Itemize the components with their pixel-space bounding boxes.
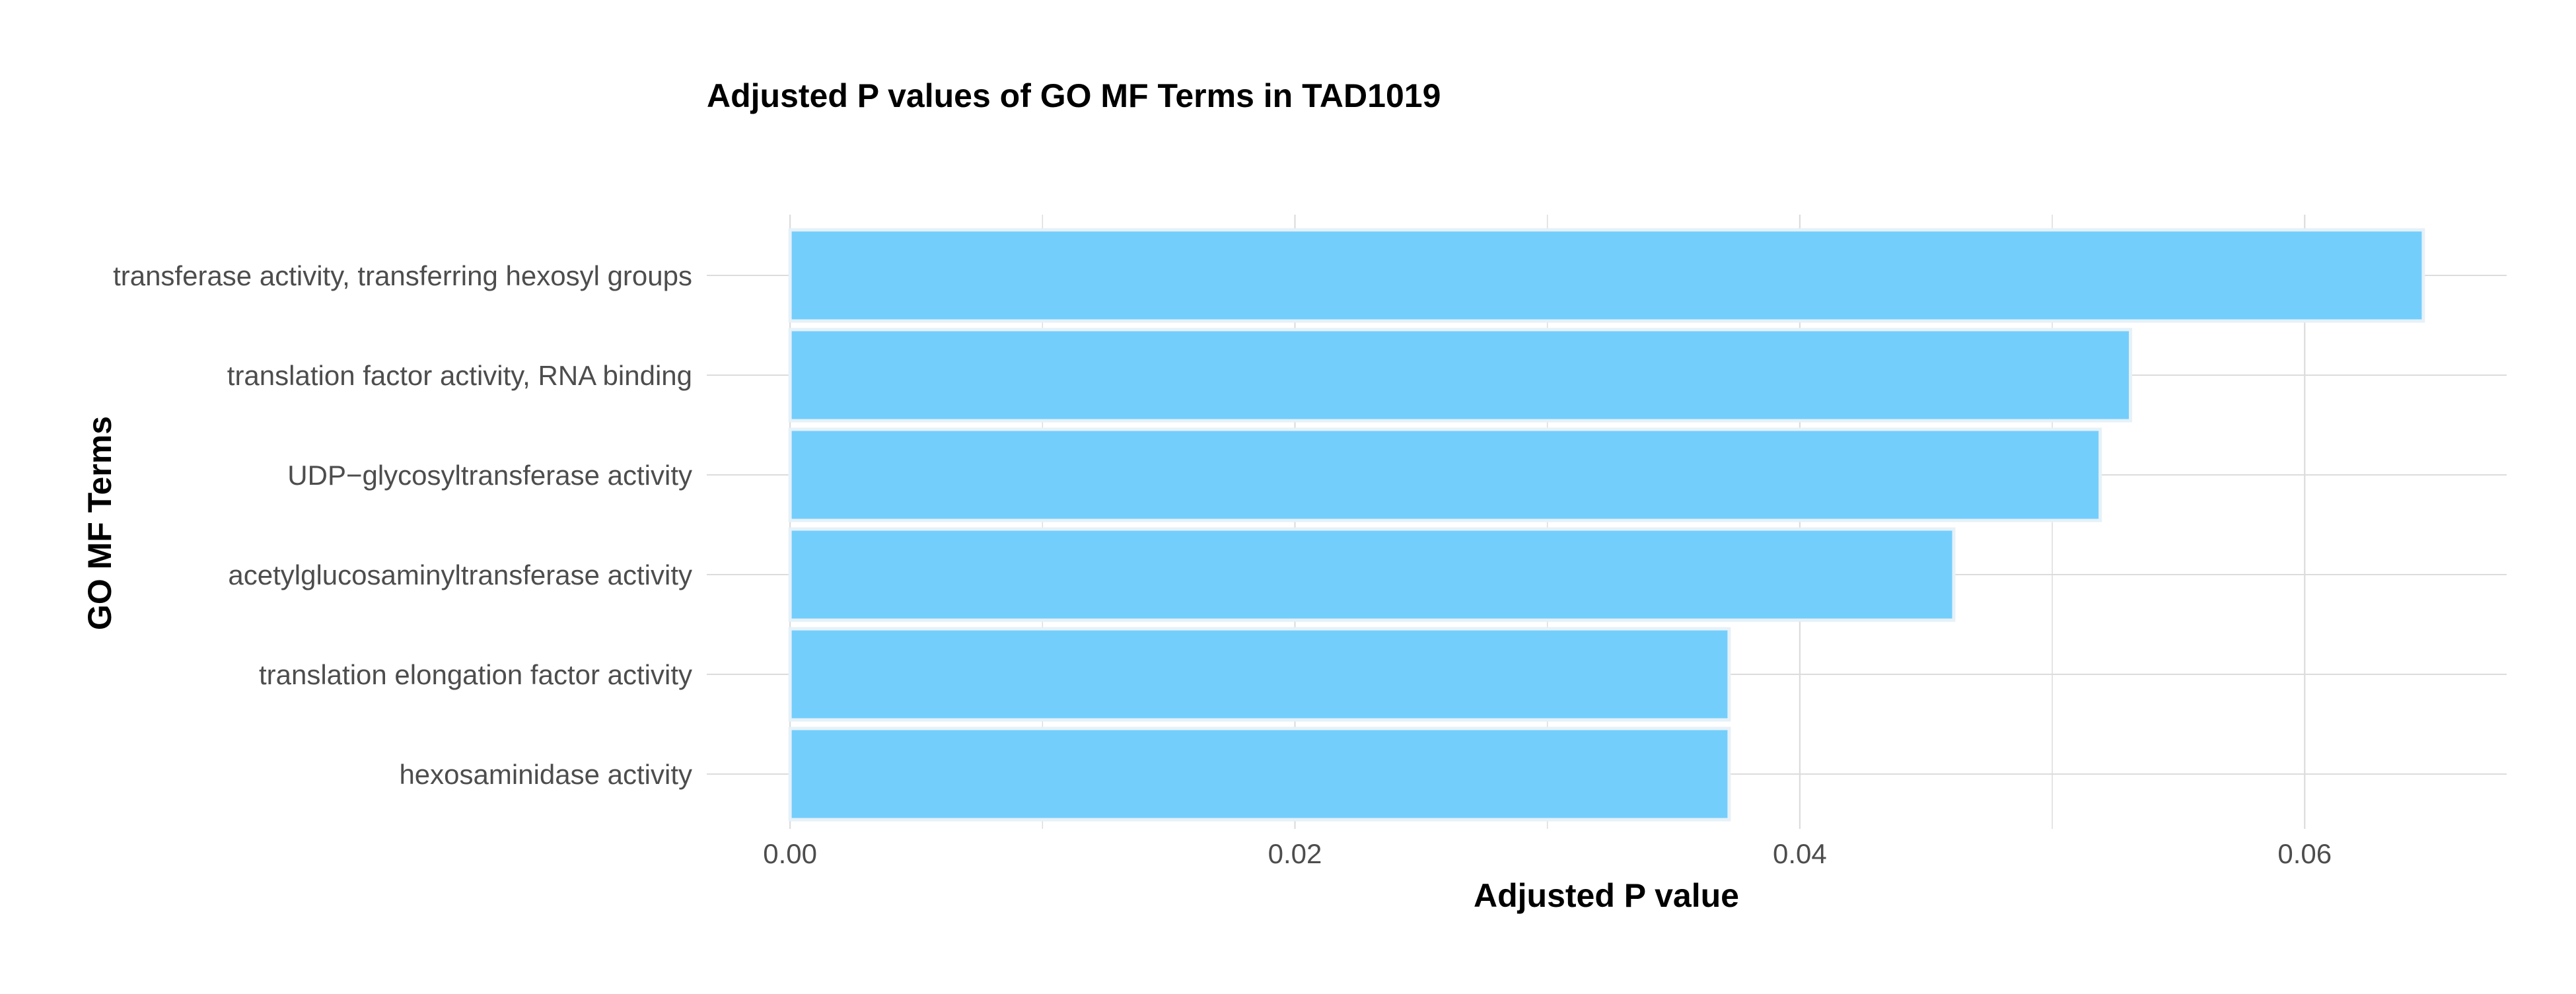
y-tick-labels: transferase activity, transferring hexos…	[113, 260, 692, 790]
bars	[788, 228, 2425, 822]
x-tick-label: 0.04	[1773, 838, 1827, 869]
bar	[788, 228, 2425, 323]
bar	[788, 328, 2133, 423]
x-tick-label: 0.06	[2277, 838, 2332, 869]
x-tick-labels: 0.00 0.02 0.04 0.06	[763, 838, 2332, 869]
y-tick-label: hexosaminidase activity	[399, 759, 692, 790]
bar	[788, 627, 1731, 722]
x-axis-title: Adjusted P value	[1474, 877, 1739, 914]
y-tick-label: translation factor activity, RNA binding	[227, 360, 692, 391]
x-tick-label: 0.00	[763, 838, 817, 869]
bar	[788, 727, 1731, 822]
y-tick-label: translation elongation factor activity	[259, 659, 692, 690]
y-axis-title: GO MF Terms	[81, 416, 118, 630]
y-tick-label: UDP−glycosyltransferase activity	[287, 460, 692, 491]
bar	[788, 427, 2102, 522]
x-tick-label: 0.02	[1268, 838, 1322, 869]
chart-title: Adjusted P values of GO MF Terms in TAD1…	[707, 77, 1441, 114]
y-tick-label: acetylglucosaminyltransferase activity	[228, 559, 692, 590]
y-tick-label: transferase activity, transferring hexos…	[113, 260, 692, 291]
bar	[788, 527, 1956, 622]
